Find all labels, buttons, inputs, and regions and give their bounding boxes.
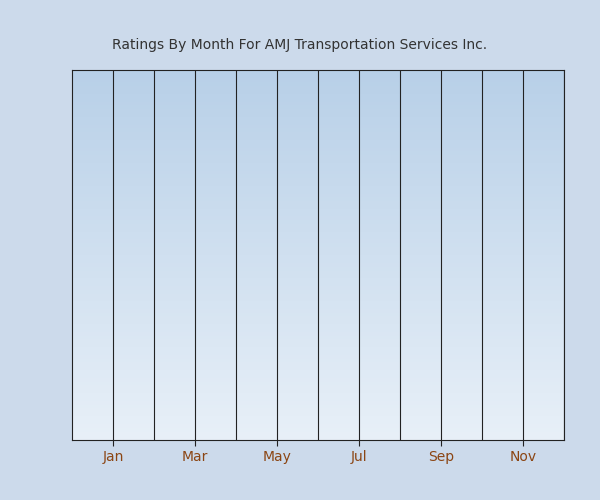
Text: Ratings By Month For AMJ Transportation Services Inc.: Ratings By Month For AMJ Transportation … — [112, 38, 488, 52]
